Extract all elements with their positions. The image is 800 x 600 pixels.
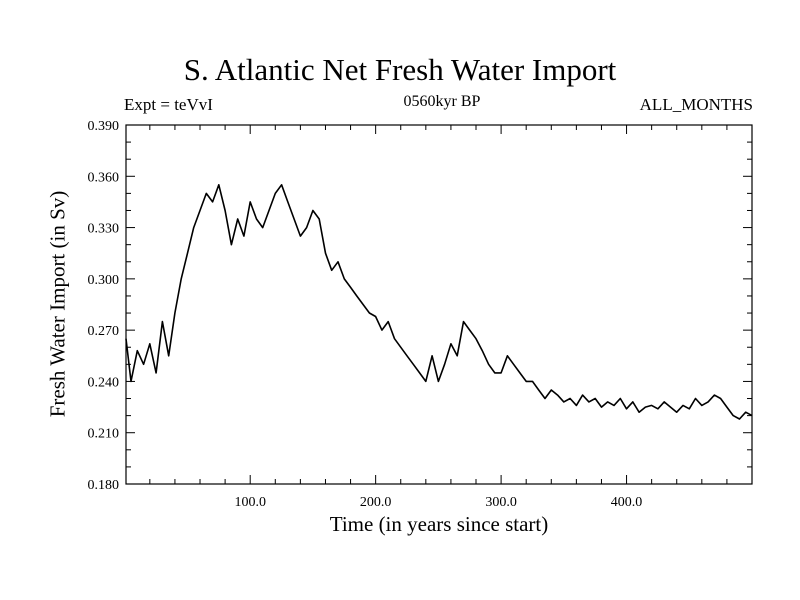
y-tick-label: 0.240 (88, 375, 120, 390)
x-tick-label: 300.0 (485, 495, 517, 510)
series-line (125, 184, 753, 420)
y-tick-label: 0.360 (88, 170, 120, 185)
y-tick-label: 0.300 (88, 273, 120, 288)
x-tick-label: 400.0 (611, 495, 643, 510)
x-tick-label: 200.0 (360, 495, 392, 510)
x-axis-label: Time (in years since start) (329, 512, 549, 536)
y-tick-label: 0.210 (88, 427, 120, 442)
tick-labels: 100.0 200.0 300.0 400.0 0.180 0.210 0.240 0.270… (88, 119, 643, 510)
y-tick-label: 0.330 (88, 222, 120, 237)
months-label: ALL_MONTHS (639, 95, 753, 114)
tick-marks (126, 124, 752, 485)
y-tick-label: 0.180 (88, 478, 120, 493)
plot-frame (125, 124, 753, 485)
period-label: 0560kyr BP (403, 93, 481, 110)
chart-title: S. Atlantic Net Fresh Water Import (183, 52, 617, 87)
y-tick-label: 0.390 (88, 119, 120, 134)
series-group (125, 184, 753, 420)
y-tick-label: 0.270 (88, 324, 120, 339)
experiment-label: Expt = teVvI (124, 95, 213, 114)
x-tick-label: 100.0 (234, 495, 266, 510)
